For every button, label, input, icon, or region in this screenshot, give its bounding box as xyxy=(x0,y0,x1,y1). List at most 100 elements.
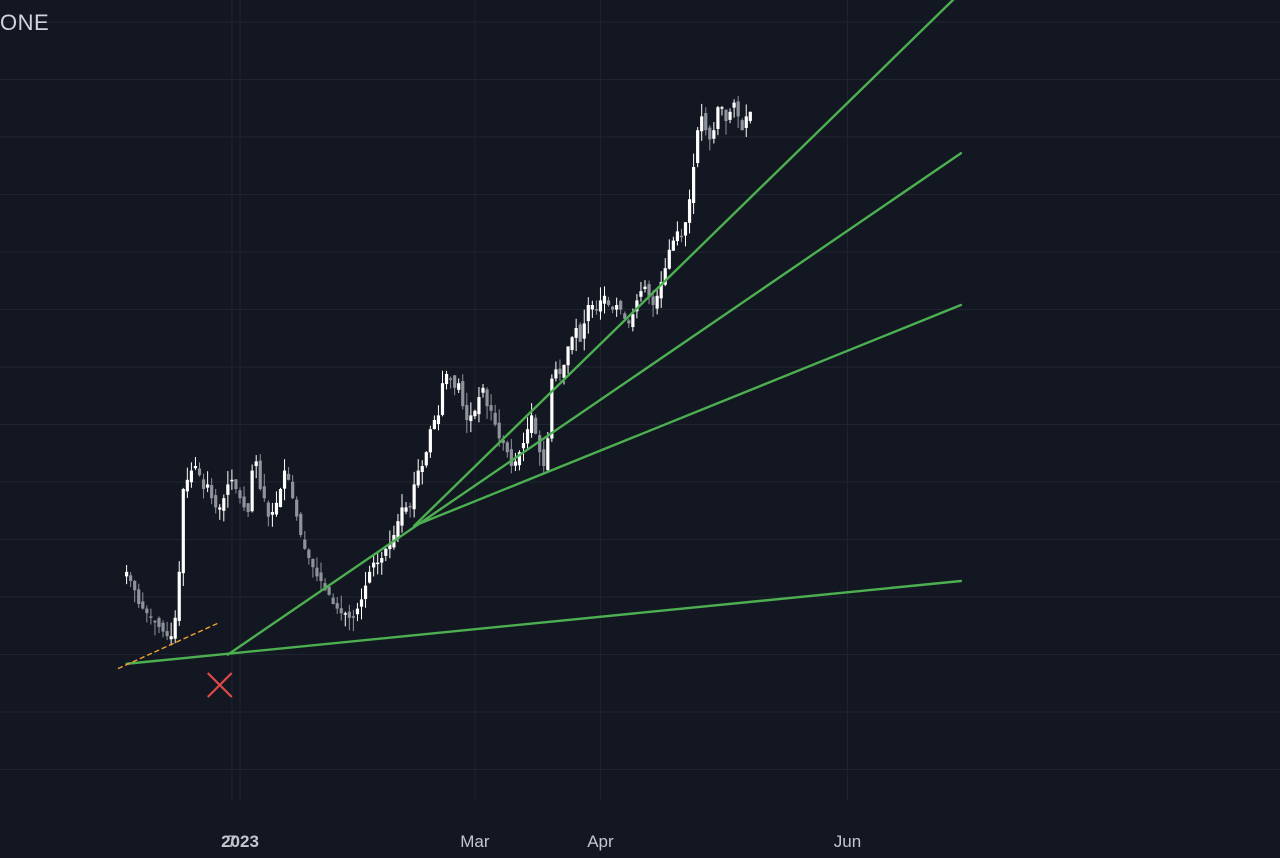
candle xyxy=(570,335,574,355)
candle xyxy=(149,608,153,625)
candle-body xyxy=(687,199,692,223)
grid xyxy=(0,0,1280,800)
candle xyxy=(368,565,372,584)
candle-body xyxy=(453,375,457,388)
candle-body xyxy=(408,505,412,508)
x-marker-icon xyxy=(206,672,233,698)
candle xyxy=(469,402,473,433)
candle xyxy=(566,346,570,374)
candle-body xyxy=(177,571,181,621)
candle xyxy=(732,99,736,118)
dashed-trendline[interactable] xyxy=(117,621,221,670)
candle-body xyxy=(197,468,202,476)
candle-body xyxy=(141,601,145,609)
candle xyxy=(489,394,493,421)
candle-body xyxy=(534,417,538,434)
candle-body xyxy=(363,585,368,599)
candle-body xyxy=(594,309,598,311)
trendline[interactable] xyxy=(125,579,963,665)
candle-body xyxy=(254,461,258,467)
candle-body xyxy=(270,512,274,515)
candle xyxy=(643,280,647,293)
x-tick-label: Apr xyxy=(587,832,614,851)
candle-body xyxy=(404,507,408,512)
candle-body xyxy=(675,231,679,242)
x-marker-stroke xyxy=(206,672,233,698)
candle-body xyxy=(525,429,530,444)
candle-body xyxy=(530,415,534,434)
candle xyxy=(295,496,299,521)
candle-body xyxy=(631,314,635,328)
candle-body xyxy=(655,295,659,309)
trendlines[interactable] xyxy=(117,0,963,670)
candle-body xyxy=(436,415,441,425)
candle-body xyxy=(420,466,424,473)
candle-body xyxy=(262,486,266,499)
candle-body xyxy=(696,130,700,164)
candle-body xyxy=(416,470,420,486)
candle-body xyxy=(473,410,477,417)
candle xyxy=(206,471,210,493)
candle-body xyxy=(161,622,165,632)
candle xyxy=(651,290,655,317)
candle-body xyxy=(509,449,513,466)
candle xyxy=(692,153,696,215)
candle-body xyxy=(287,473,291,480)
trendline[interactable] xyxy=(412,0,961,527)
candle xyxy=(319,562,323,590)
candle xyxy=(287,467,291,481)
candle-body xyxy=(635,300,639,312)
candle-body xyxy=(497,422,501,439)
candle-body xyxy=(606,300,611,305)
candle-body xyxy=(359,599,364,607)
candle-body xyxy=(432,420,436,430)
candle xyxy=(602,286,607,314)
candle xyxy=(611,305,615,314)
candle xyxy=(133,579,137,603)
candle-body xyxy=(303,539,307,549)
candle xyxy=(444,370,449,390)
candle-body xyxy=(546,438,550,471)
candle xyxy=(226,471,230,508)
candle-body xyxy=(485,389,489,407)
candle xyxy=(728,108,732,124)
candle-body xyxy=(368,571,372,583)
candle-body xyxy=(343,613,347,615)
candle-body xyxy=(501,439,505,443)
candle xyxy=(351,609,355,632)
candle-body xyxy=(627,320,631,324)
candle xyxy=(436,405,441,431)
candle-body xyxy=(210,484,214,499)
candle xyxy=(627,318,631,328)
candle xyxy=(145,605,149,623)
candle-body xyxy=(736,101,740,117)
trendline[interactable] xyxy=(412,303,963,527)
candle-body xyxy=(493,412,497,425)
candle-body xyxy=(201,479,206,489)
candle xyxy=(274,491,279,517)
candle xyxy=(359,588,364,620)
candle xyxy=(453,374,457,396)
candle-body xyxy=(246,503,250,512)
candle xyxy=(687,189,692,234)
candle xyxy=(517,450,522,471)
candle-body xyxy=(185,479,189,492)
candle-body xyxy=(651,296,655,305)
candle-body xyxy=(602,295,607,304)
candle xyxy=(307,548,311,565)
candle-body xyxy=(137,589,141,604)
candle-body xyxy=(449,378,453,380)
trendline[interactable] xyxy=(226,151,963,656)
candle xyxy=(574,318,578,352)
candle-body xyxy=(238,490,242,499)
candle xyxy=(238,487,242,504)
candle xyxy=(606,296,611,307)
candle xyxy=(250,464,254,513)
candle xyxy=(278,487,283,508)
candle-body xyxy=(295,499,299,517)
candle-body xyxy=(412,484,416,510)
candle-body xyxy=(145,608,149,614)
candle xyxy=(372,554,376,577)
